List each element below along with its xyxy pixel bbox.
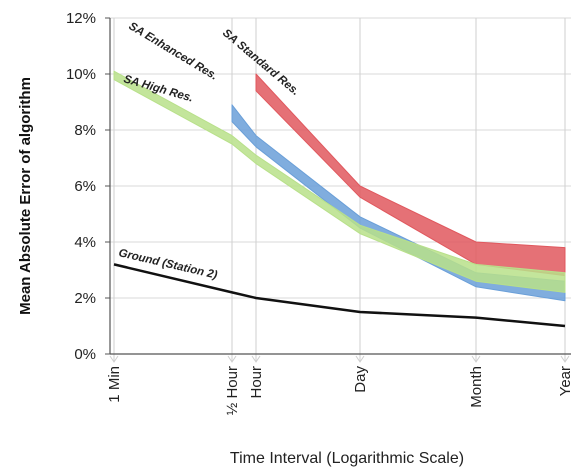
x-gridline-arrow bbox=[560, 355, 570, 363]
x-tick-label: Hour bbox=[248, 366, 265, 399]
series-line-ground-station-2 bbox=[113, 263, 566, 328]
y-tick-label: 12% bbox=[66, 10, 96, 27]
series-bands bbox=[113, 70, 566, 302]
x-axis-label: Time Interval (Logarithmic Scale) bbox=[230, 450, 464, 467]
x-tick-label: Day bbox=[352, 366, 369, 393]
x-gridline-arrow bbox=[109, 355, 119, 363]
x-gridline-arrow bbox=[251, 355, 261, 363]
x-tick-label: Month bbox=[468, 366, 485, 408]
x-gridline-arrow bbox=[471, 355, 481, 363]
y-tick-label: 0% bbox=[74, 346, 96, 363]
y-tick-label: 4% bbox=[74, 234, 96, 251]
x-tick-label: Year bbox=[557, 366, 574, 396]
tick-labels: 0% 2% 4% 6% 8% 10% 12% 1 Min ½ Hour Hour Day Month Y… bbox=[66, 10, 574, 415]
y-tick-label: 2% bbox=[74, 290, 96, 307]
y-axis-label: Mean Absolute Error of algorithm bbox=[17, 77, 34, 315]
series-lines bbox=[113, 263, 566, 328]
x-tick-label: 1 Min bbox=[106, 366, 123, 403]
y-tick-label: 8% bbox=[74, 122, 96, 139]
x-gridline-arrow bbox=[355, 355, 365, 363]
y-tick-label: 6% bbox=[74, 178, 96, 195]
x-gridline-arrow bbox=[227, 355, 237, 363]
y-tick-label: 10% bbox=[66, 66, 96, 83]
x-tick-label: ½ Hour bbox=[224, 366, 241, 415]
axes bbox=[105, 17, 571, 355]
series-label-sa-enhanced-res: SA Enhanced Res. bbox=[126, 20, 219, 82]
series-band-sa-high-res bbox=[113, 70, 566, 293]
